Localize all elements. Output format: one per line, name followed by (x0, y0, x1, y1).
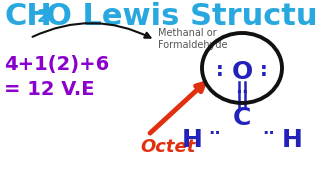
Text: Methanal or
Formaldehyde: Methanal or Formaldehyde (158, 28, 228, 50)
Text: C: C (233, 106, 251, 130)
Text: ..: .. (263, 120, 276, 138)
Text: O Lewis Structure: O Lewis Structure (46, 2, 320, 31)
Text: :: : (216, 62, 224, 80)
Text: O: O (231, 60, 252, 84)
Text: 2: 2 (37, 8, 50, 26)
Text: H: H (282, 128, 302, 152)
Text: ..: .. (235, 79, 249, 97)
Text: = 12 V.E: = 12 V.E (4, 80, 94, 99)
Text: CH: CH (4, 2, 52, 31)
Text: Octet: Octet (140, 138, 196, 156)
Text: H: H (181, 128, 203, 152)
Text: ..: .. (209, 120, 221, 138)
Text: 4+1(2)+6: 4+1(2)+6 (4, 55, 109, 74)
Text: :: : (260, 62, 268, 80)
